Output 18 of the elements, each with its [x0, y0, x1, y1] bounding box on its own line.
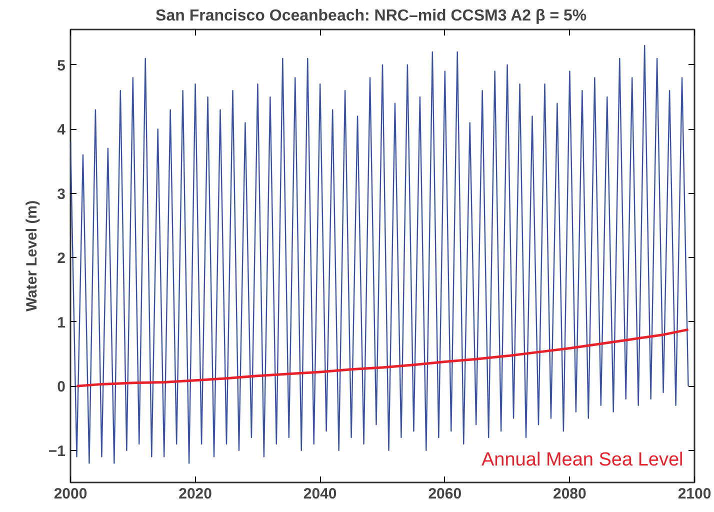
- y-tick-label: 2: [57, 250, 66, 268]
- y-tick-label: 4: [57, 122, 66, 139]
- x-tick-label: 2100: [678, 486, 712, 502]
- x-tick-label: 2080: [553, 486, 586, 502]
- y-tick-label: 1: [57, 314, 66, 332]
- y-tick-label: 3: [57, 186, 66, 203]
- text: Annual Mean Sea Level: [482, 450, 684, 470]
- x-tick-label: 2000: [54, 486, 88, 502]
- x-tick-label: 2060: [428, 486, 462, 502]
- x-tick-label: 2040: [303, 486, 337, 502]
- line-series: [75, 328, 690, 388]
- y-tick-label: 5: [57, 57, 66, 74]
- y-tick-label: −1: [48, 442, 66, 460]
- y-axis-title: Water Level (m): [23, 200, 40, 312]
- x-tick-label: 2020: [178, 486, 212, 502]
- chart-title: San Francisco Oceanbeach: NRC–mid CCSM3 A2 β = 5%: [156, 8, 587, 24]
- line-series: [70, 44, 689, 464]
- y-tick-label: 0: [57, 378, 66, 396]
